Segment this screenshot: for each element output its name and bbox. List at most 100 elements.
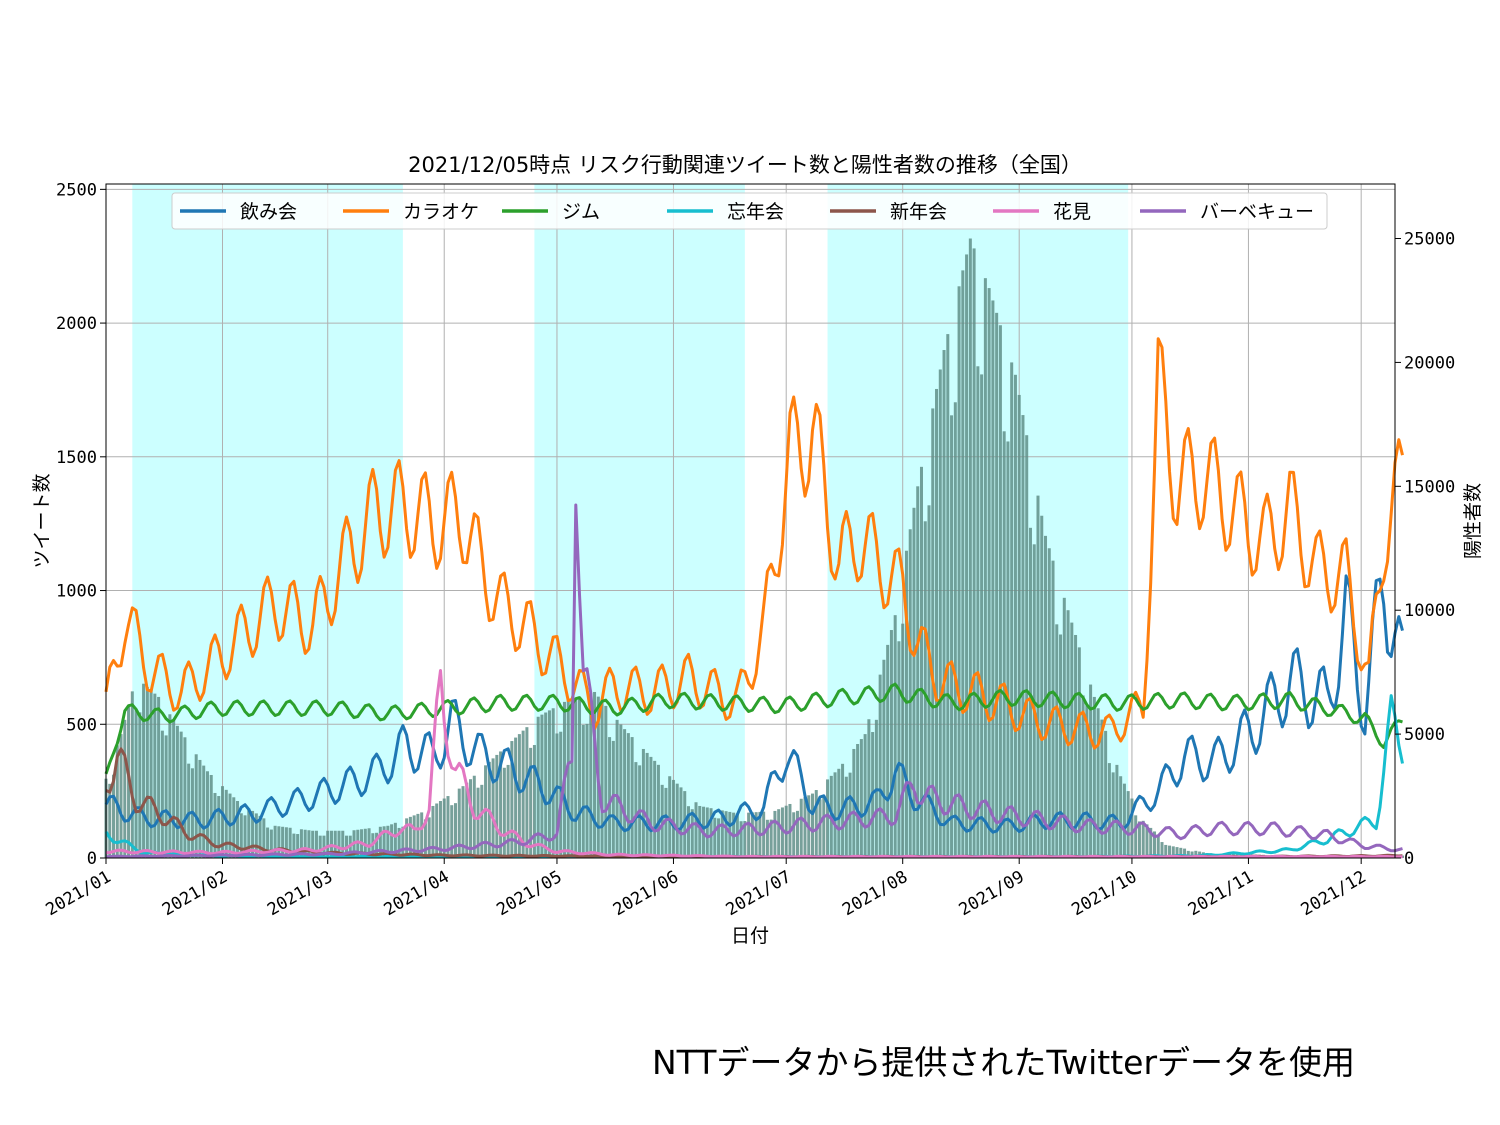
positives-bar (585, 723, 589, 858)
positives-bar (1175, 847, 1179, 858)
positives-bar (769, 819, 773, 858)
positives-bar (461, 786, 465, 858)
positives-bar (224, 789, 228, 858)
y2-tick-label: 20000 (1404, 353, 1455, 373)
positives-bar (1100, 719, 1104, 858)
positives-bar (247, 808, 251, 858)
positives-bar (837, 768, 841, 858)
data-source-note: NTTデータから提供されたTwitterデータを使用 (652, 1043, 1356, 1082)
legend-label: 忘年会 (727, 201, 784, 223)
positives-bar (972, 248, 976, 859)
series-line-6 (105, 503, 1403, 859)
y2-tick-label: 25000 (1404, 230, 1455, 250)
positives-bar (1077, 647, 1081, 858)
positives-bar (844, 776, 848, 858)
positives-bar (502, 767, 506, 858)
positives-bar (303, 829, 307, 858)
positives-bar (198, 759, 202, 858)
positives-bar (322, 835, 326, 858)
positives-bar (991, 300, 995, 858)
positives-bar (950, 415, 954, 858)
positives-bar (878, 674, 882, 858)
positives-bar (1013, 374, 1017, 858)
positives-bar (408, 816, 412, 858)
positives-bar (946, 334, 950, 859)
positives-bar (367, 828, 371, 858)
positives-bar (236, 801, 240, 858)
positives-bar (1036, 495, 1040, 858)
positives-bar (649, 756, 653, 858)
positives-bar (1179, 847, 1183, 858)
positives-bar (1115, 764, 1119, 858)
positives-bar (656, 764, 660, 858)
positives-bar (341, 830, 345, 858)
series-line-5 (105, 669, 1403, 859)
positives-bar (476, 787, 480, 858)
positives-bar (777, 809, 781, 858)
positives-bar (1074, 634, 1078, 858)
positives-bar (1017, 394, 1021, 858)
positives-bar (713, 817, 717, 858)
positives-bar (281, 826, 285, 858)
positives-bar (803, 797, 807, 858)
x-tick-label: 2021/05 (493, 867, 565, 920)
y-tick-label: 2500 (56, 180, 97, 200)
positives-bar (675, 783, 679, 858)
positives-bar (720, 810, 724, 858)
positives-bar (145, 687, 149, 858)
positives-bar (251, 810, 255, 858)
positives-bar (1156, 834, 1160, 858)
positives-bar (773, 810, 777, 858)
positives-bar (893, 615, 897, 858)
positives-bar (499, 751, 503, 858)
positives-bar (262, 818, 266, 858)
positives-bar (686, 806, 690, 858)
positives-bar (386, 825, 390, 858)
chart-title: 2021/12/05時点 リスク行動関連ツイート数と陽性者数の推移（全国） (408, 153, 1082, 177)
positives-bar (1160, 842, 1164, 858)
positives-bar (593, 691, 597, 858)
positives-bar (889, 630, 893, 858)
positives-bar (551, 708, 555, 858)
positives-bar (916, 486, 920, 858)
positives-bar (1152, 831, 1156, 858)
series-lines (104, 337, 1404, 859)
legend-label: 新年会 (890, 201, 947, 223)
positives-bar (574, 698, 578, 858)
positives-bar (953, 402, 957, 858)
positives-bar (908, 529, 912, 858)
x-tick-label: 2021/12 (1298, 867, 1370, 920)
series-line-0 (104, 574, 1404, 834)
positives-bar (623, 729, 627, 858)
positives-bar (333, 830, 337, 858)
positives-bar (634, 762, 638, 858)
positives-bar (157, 696, 161, 858)
positives-bar (1164, 844, 1168, 858)
positives-bar (130, 691, 134, 858)
positives-bar (995, 312, 999, 859)
positives-bar (604, 705, 608, 858)
positives-bar (589, 693, 593, 858)
y-tick-label: 1500 (56, 448, 97, 468)
positives-bar (1006, 441, 1010, 858)
positives-bar (882, 659, 886, 858)
positives-bar (826, 779, 830, 858)
positives-bar (194, 754, 198, 858)
y2-tick-label: 5000 (1404, 725, 1445, 745)
positives-bar (645, 752, 649, 858)
positives-bar (510, 741, 514, 858)
positives-bar (694, 802, 698, 858)
positives-bar (1137, 821, 1141, 858)
positives-bar (1186, 850, 1190, 858)
x-tick-label: 2021/02 (159, 867, 231, 920)
positives-bar (1092, 696, 1096, 858)
positives-bar (886, 644, 890, 858)
positives-bar (337, 830, 341, 858)
positives-bar (690, 809, 694, 858)
positives-bar (431, 805, 435, 858)
positives-bar (717, 818, 721, 858)
positives-bar (822, 796, 826, 858)
positives-bar (506, 764, 510, 858)
positives-bar (495, 754, 499, 858)
